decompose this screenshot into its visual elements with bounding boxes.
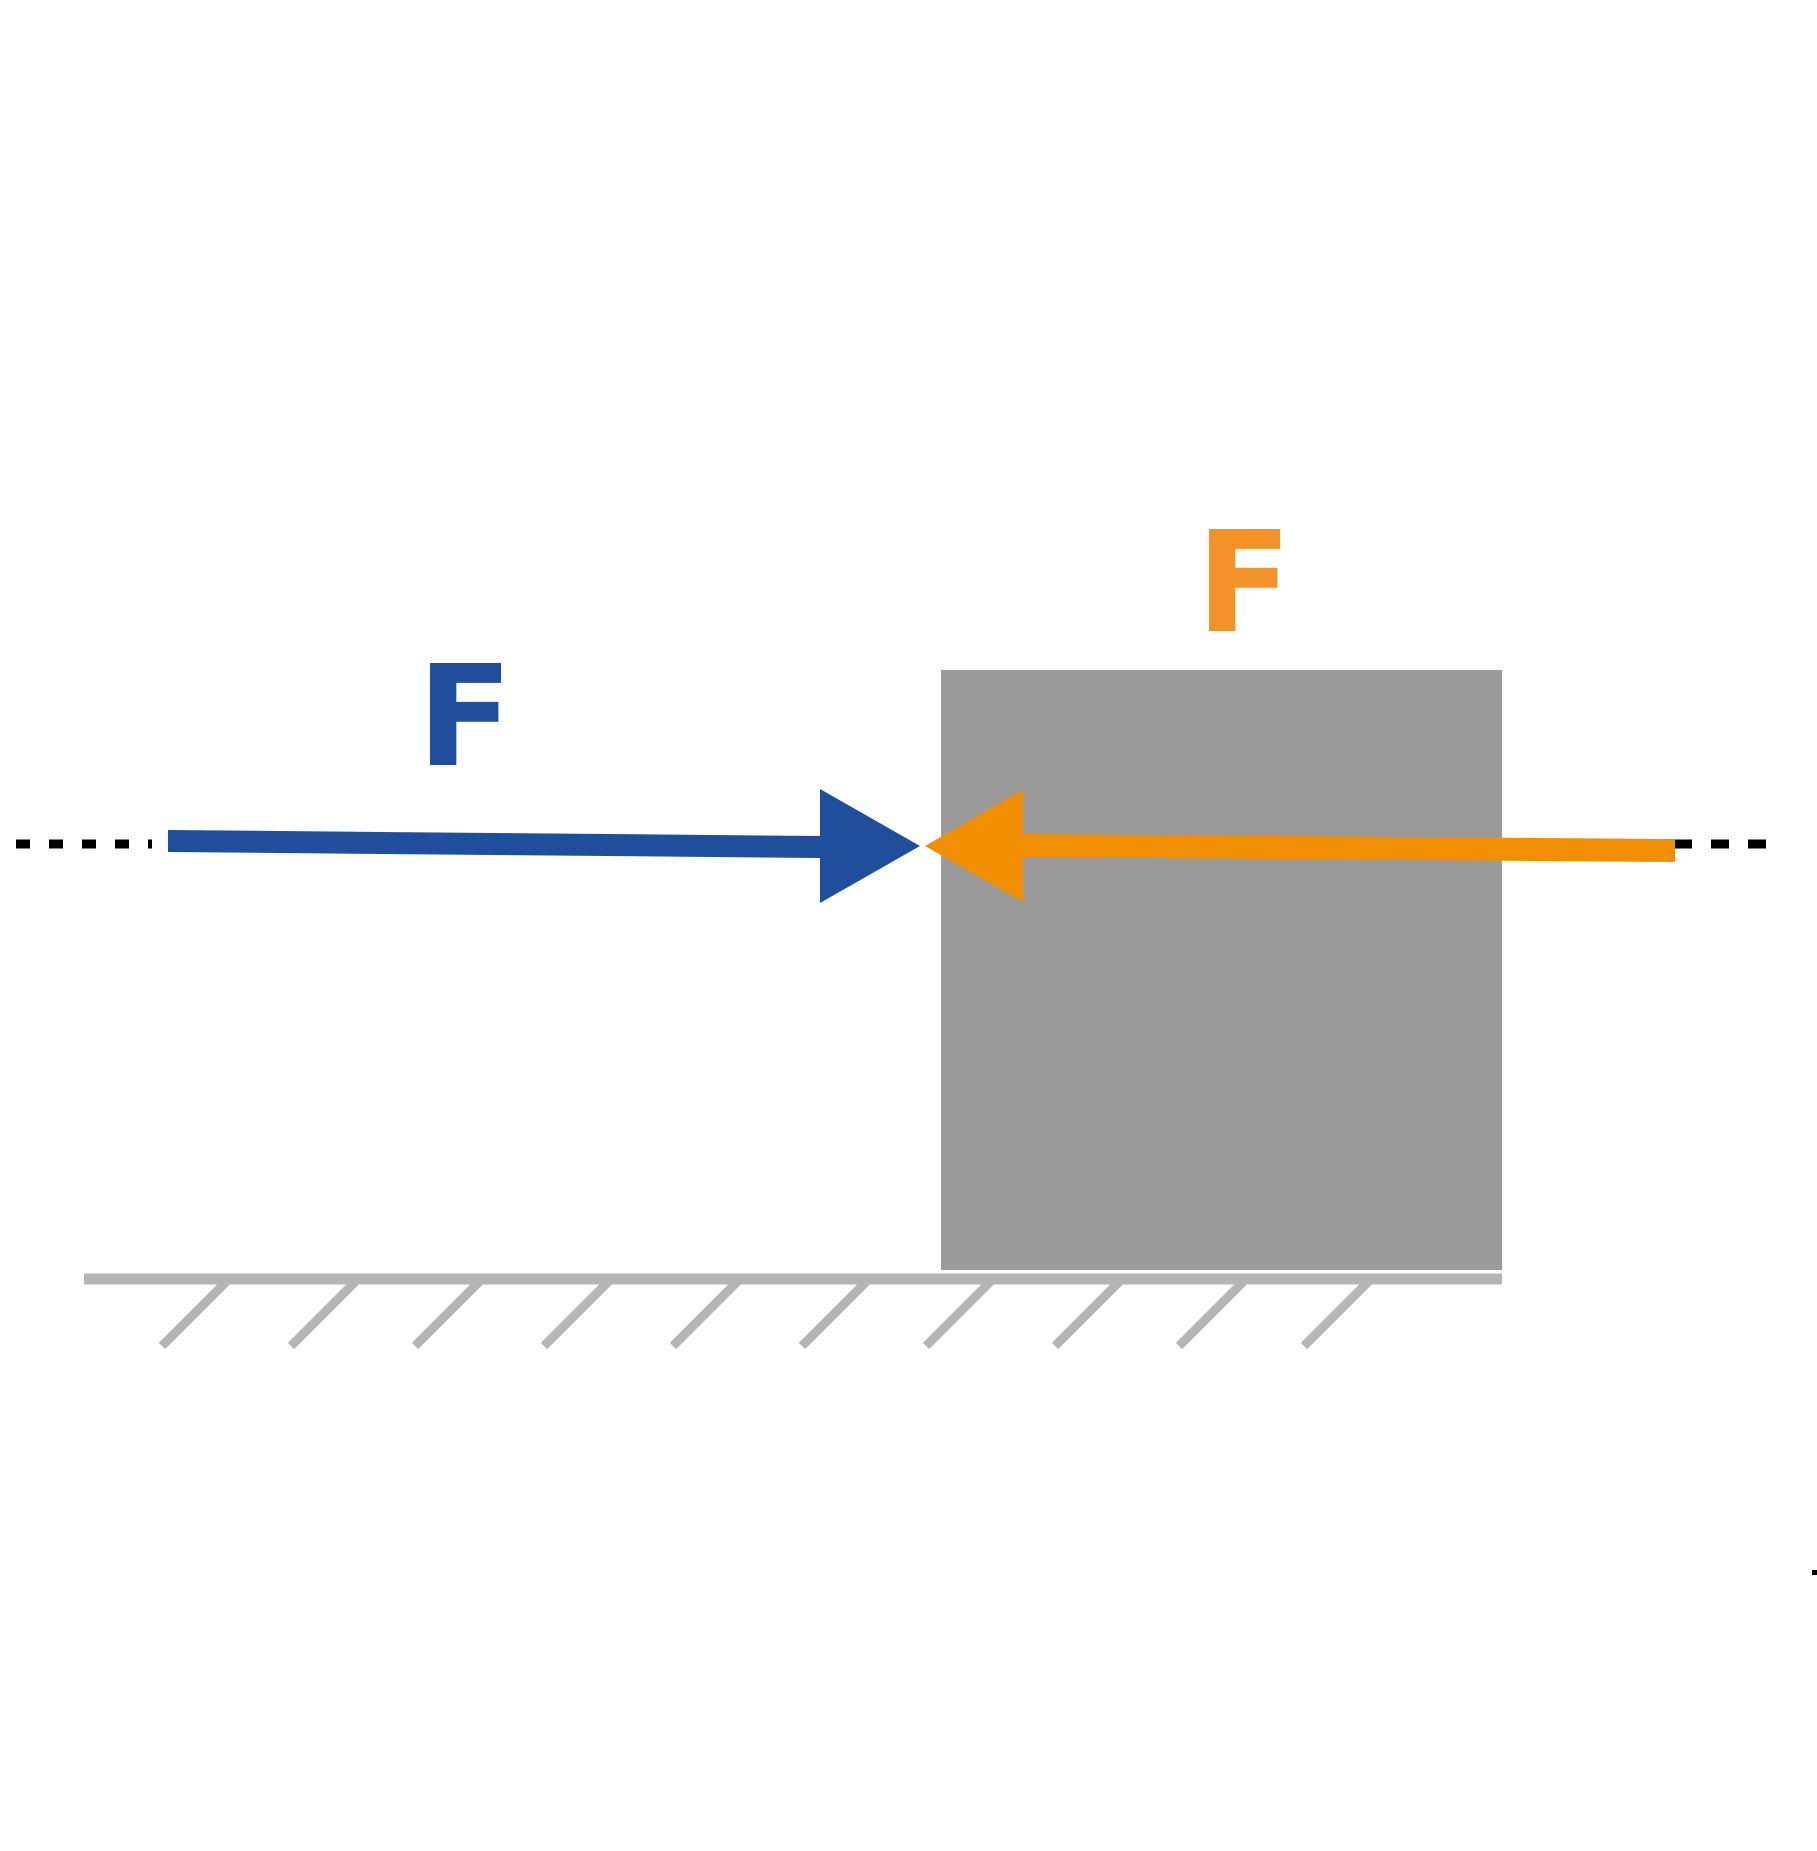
reaction-force-arrow [925,790,1675,902]
applied-force-label: F [417,636,513,799]
applied-force-arrowhead [820,789,920,903]
reaction-force-label: F [1196,502,1292,665]
hatch-mark [540,1277,613,1350]
reaction-force-arrowhead [925,790,1023,902]
hatch-mark [287,1277,360,1350]
reaction-force-shaft [1020,834,1675,862]
hatch-mark [669,1277,742,1350]
applied-force-arrow [168,789,920,903]
block [941,670,1502,1270]
hatch-mark [1175,1277,1248,1350]
hatch-mark [1051,1277,1124,1350]
applied-force-shaft [168,830,822,858]
hatch-mark [411,1277,484,1350]
hatch-mark [1300,1277,1373,1350]
hatch-mark [922,1277,995,1350]
hatch-mark [798,1277,871,1350]
hatch-mark [158,1277,231,1350]
edge-tick [1812,1570,1817,1575]
ground-hatching [158,1277,1373,1350]
